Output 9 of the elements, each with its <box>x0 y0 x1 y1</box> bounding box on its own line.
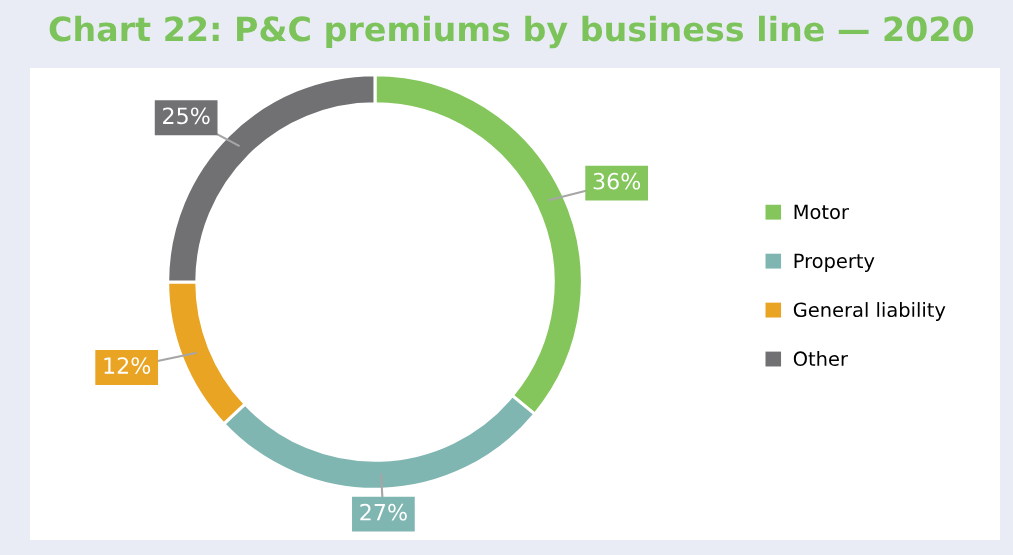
data-label: 27% <box>360 503 407 521</box>
legend-label: General liability <box>793 302 946 321</box>
legend-label: Other <box>793 351 848 367</box>
data-label: 25% <box>163 107 210 125</box>
legend-label: Property <box>794 253 875 272</box>
legend-label: Motor <box>794 204 849 220</box>
data-label: 12% <box>104 357 151 374</box>
chart-title: Chart 22: P&C premiums by business line — 2020 <box>49 15 974 49</box>
data-label: 36% <box>593 172 641 190</box>
